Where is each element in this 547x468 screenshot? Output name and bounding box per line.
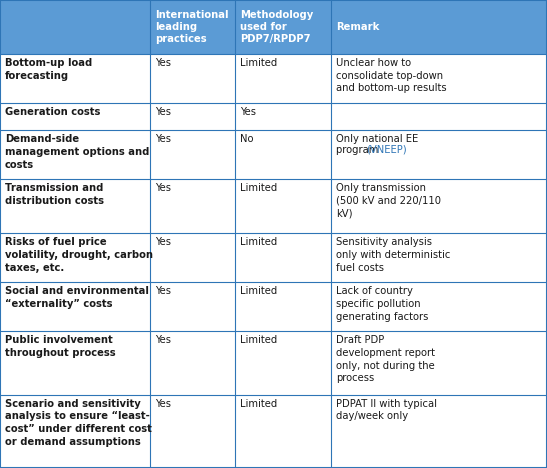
Text: Limited: Limited bbox=[240, 399, 277, 409]
Text: Only transmission
(500 kV and 220/110
kV): Only transmission (500 kV and 220/110 kV… bbox=[336, 183, 441, 219]
Text: Demand-side
management options and
costs: Demand-side management options and costs bbox=[5, 134, 149, 170]
Text: Transmission and
distribution costs: Transmission and distribution costs bbox=[5, 183, 104, 206]
Text: International
leading
practices: International leading practices bbox=[155, 9, 229, 44]
Text: Yes: Yes bbox=[155, 237, 171, 247]
Text: Only national EE: Only national EE bbox=[336, 134, 418, 144]
Bar bbox=[0, 395, 547, 468]
Bar bbox=[0, 130, 547, 179]
Text: Yes: Yes bbox=[155, 335, 171, 345]
Text: Yes: Yes bbox=[240, 107, 256, 117]
Bar bbox=[0, 331, 547, 395]
Text: program: program bbox=[336, 145, 381, 155]
Text: Limited: Limited bbox=[240, 58, 277, 68]
Text: Yes: Yes bbox=[155, 183, 171, 193]
Text: Lack of country
specific pollution
generating factors: Lack of country specific pollution gener… bbox=[336, 286, 428, 322]
Bar bbox=[0, 103, 547, 130]
Text: No: No bbox=[240, 134, 254, 144]
Text: Public involvement
throughout process: Public involvement throughout process bbox=[5, 335, 115, 358]
Text: Limited: Limited bbox=[240, 286, 277, 296]
Text: Limited: Limited bbox=[240, 237, 277, 247]
Text: (VNEEP): (VNEEP) bbox=[366, 145, 406, 155]
Text: Methodology
used for
PDP7/RPDP7: Methodology used for PDP7/RPDP7 bbox=[240, 9, 313, 44]
Text: Limited: Limited bbox=[240, 183, 277, 193]
Bar bbox=[0, 0, 547, 54]
Bar bbox=[0, 282, 547, 331]
Text: Risks of fuel price
volatility, drought, carbon
taxes, etc.: Risks of fuel price volatility, drought,… bbox=[5, 237, 153, 273]
Text: Yes: Yes bbox=[155, 286, 171, 296]
Text: Scenario and sensitivity
analysis to ensure “least-
cost” under different cost
o: Scenario and sensitivity analysis to ens… bbox=[5, 399, 152, 447]
Text: PDPAT II with typical
day/week only: PDPAT II with typical day/week only bbox=[336, 399, 437, 421]
Text: Remark: Remark bbox=[336, 22, 379, 32]
Text: Limited: Limited bbox=[240, 335, 277, 345]
Text: Yes: Yes bbox=[155, 399, 171, 409]
Bar bbox=[0, 233, 547, 282]
Text: Yes: Yes bbox=[155, 58, 171, 68]
Text: Social and environmental
“externality” costs: Social and environmental “externality” c… bbox=[5, 286, 149, 309]
Text: Sensitivity analysis
only with deterministic
fuel costs: Sensitivity analysis only with determini… bbox=[336, 237, 450, 273]
Text: Draft PDP
development report
only, not during the
process: Draft PDP development report only, not d… bbox=[336, 335, 435, 383]
Bar bbox=[0, 179, 547, 233]
Text: Yes: Yes bbox=[155, 107, 171, 117]
Text: Unclear how to
consolidate top-down
and bottom-up results: Unclear how to consolidate top-down and … bbox=[336, 58, 446, 94]
Text: Bottom-up load
forecasting: Bottom-up load forecasting bbox=[5, 58, 92, 80]
Text: Yes: Yes bbox=[155, 134, 171, 144]
Bar bbox=[0, 54, 547, 103]
Text: Generation costs: Generation costs bbox=[5, 107, 101, 117]
